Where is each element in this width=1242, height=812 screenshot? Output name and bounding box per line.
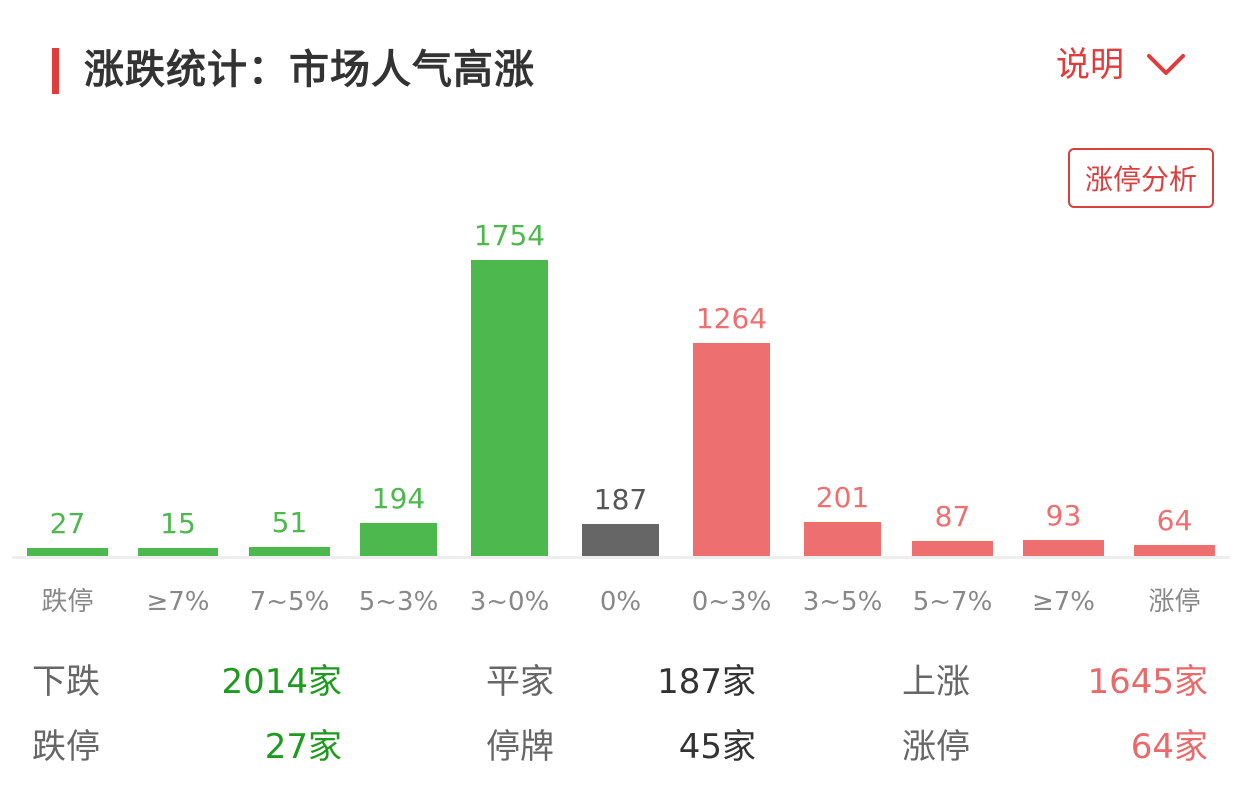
bar bbox=[360, 523, 437, 556]
x-axis-tick-label: 3~5% bbox=[802, 587, 883, 617]
summary-label: 平家 bbox=[486, 662, 554, 702]
x-axis-tick-label: 7~5% bbox=[249, 587, 330, 617]
summary-value: 1645家 bbox=[1087, 662, 1208, 702]
explain-toggle[interactable]: 说明 bbox=[1056, 40, 1186, 90]
bar bbox=[912, 541, 993, 556]
bar-value-label: 194 bbox=[371, 482, 426, 515]
x-axis-tick-label: 跌停 bbox=[41, 587, 94, 617]
summary-label: 跌停 bbox=[32, 727, 100, 767]
x-axis-tick-label: 3~0% bbox=[469, 587, 550, 617]
limit-up-analysis-button[interactable]: 涨停分析 bbox=[1068, 148, 1214, 208]
summary-value: 2014家 bbox=[221, 662, 342, 702]
x-axis-tick-label: 0% bbox=[599, 587, 642, 617]
bar bbox=[804, 522, 881, 556]
bar-value-label: 201 bbox=[815, 481, 870, 514]
bar bbox=[249, 547, 330, 556]
summary-label: 上涨 bbox=[902, 662, 970, 702]
bar-value-label: 64 bbox=[1156, 504, 1193, 537]
bar-value-label: 1754 bbox=[473, 219, 546, 252]
bar bbox=[693, 343, 770, 556]
summary-label: 涨停 bbox=[902, 727, 970, 767]
bar-value-label: 87 bbox=[934, 500, 971, 533]
bar-value-label: 93 bbox=[1045, 499, 1082, 532]
bar bbox=[1023, 540, 1104, 556]
summary-value: 64家 bbox=[1130, 727, 1208, 767]
x-axis-tick-label: ≥7% bbox=[1031, 587, 1096, 617]
x-axis-tick-label: ≥7% bbox=[146, 587, 210, 617]
x-axis-tick-label: 5~7% bbox=[912, 587, 993, 617]
title-accent-bar bbox=[52, 48, 59, 94]
bar bbox=[471, 260, 548, 556]
x-axis-line bbox=[12, 556, 1230, 559]
bar-value-label: 1264 bbox=[695, 302, 768, 335]
summary-value: 187家 bbox=[657, 662, 756, 702]
summary-value: 27家 bbox=[264, 727, 342, 767]
x-axis-tick-label: 5~3% bbox=[358, 587, 439, 617]
summary-value: 45家 bbox=[678, 727, 756, 767]
summary-label: 下跌 bbox=[32, 662, 100, 702]
x-axis-tick-label: 涨停 bbox=[1148, 587, 1201, 617]
bar-value-label: 15 bbox=[160, 507, 196, 540]
summary-label: 停牌 bbox=[486, 727, 554, 767]
bar-value-label: 187 bbox=[593, 483, 648, 516]
bar bbox=[27, 548, 108, 556]
bar bbox=[1134, 545, 1215, 556]
x-axis-tick-label: 0~3% bbox=[691, 587, 772, 617]
page-title: 涨跌统计：市场人气高涨 bbox=[84, 47, 535, 93]
bar bbox=[138, 548, 218, 556]
bar-value-label: 51 bbox=[271, 506, 308, 539]
explain-label: 说明 bbox=[1056, 45, 1124, 85]
bar-value-label: 27 bbox=[49, 507, 86, 540]
chevron-down-icon bbox=[1147, 54, 1185, 75]
bar bbox=[582, 524, 659, 556]
